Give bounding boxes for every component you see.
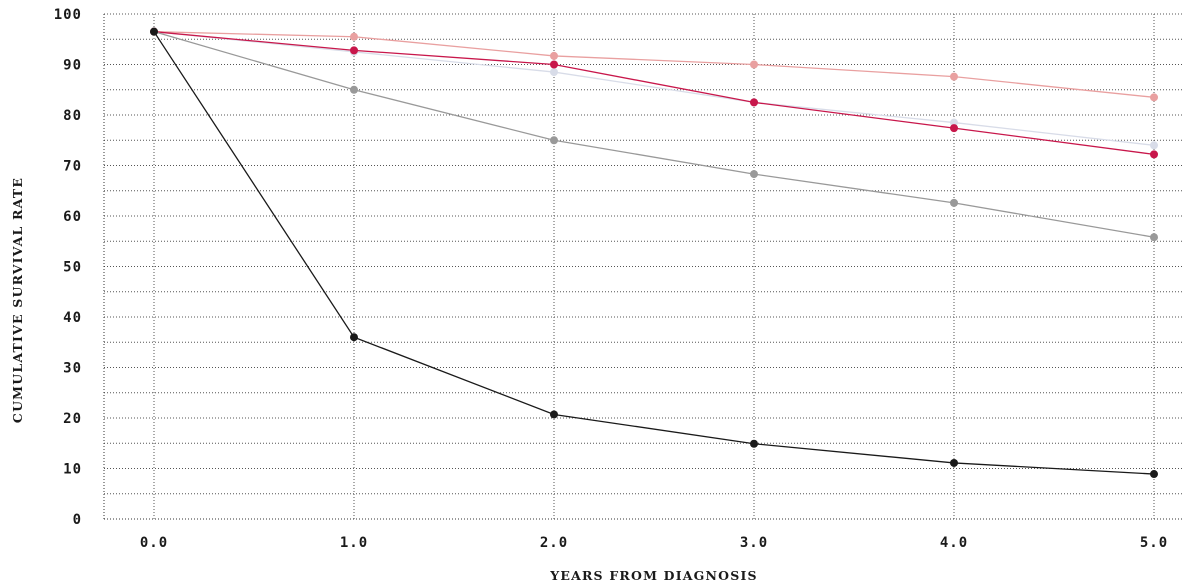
data-point (1150, 470, 1158, 479)
data-point (950, 118, 958, 127)
data-point (550, 68, 558, 77)
grid (103, 13, 1184, 520)
data-point (950, 72, 958, 81)
series-layer (150, 27, 1158, 479)
series-3 (150, 27, 1158, 159)
series-4 (150, 27, 1158, 242)
data-point (1150, 233, 1158, 242)
data-point (1150, 141, 1158, 150)
y-tick-label: 60 (63, 209, 82, 225)
x-axis-ticks: 0.0 1.0 2.0 3.0 4.0 5.0 (140, 535, 1168, 551)
series-line (153, 31, 1155, 146)
y-tick-label: 30 (63, 361, 82, 377)
x-tick-label: 1.0 (340, 535, 368, 551)
data-point (750, 98, 758, 107)
y-axis-ticks: 0 10 20 30 40 50 60 70 80 90 100 (54, 7, 82, 528)
data-point (350, 85, 358, 94)
data-point (550, 410, 558, 419)
data-point (750, 439, 758, 448)
series-5 (150, 27, 1158, 479)
x-axis-title: YEARS FROM DIAGNOSIS (549, 568, 758, 583)
y-tick-label: 70 (63, 159, 82, 175)
data-point (350, 46, 358, 55)
x-tick-label: 0.0 (140, 535, 168, 551)
data-point (350, 333, 358, 342)
y-tick-label: 0 (73, 512, 82, 528)
y-tick-label: 20 (63, 411, 82, 427)
y-tick-label: 10 (63, 462, 82, 478)
y-tick-label: 40 (63, 310, 82, 326)
x-tick-label: 2.0 (540, 535, 568, 551)
series-line (153, 31, 1155, 475)
series-line (153, 31, 1155, 98)
data-point (150, 27, 158, 36)
y-tick-label: 50 (63, 260, 82, 276)
y-tick-label: 80 (63, 108, 82, 124)
data-point (750, 170, 758, 179)
data-point (550, 60, 558, 69)
y-axis-title: CUMULATIVE SURVIVAL RATE (10, 177, 25, 423)
data-point (1150, 150, 1158, 159)
data-point (750, 60, 758, 69)
x-tick-label: 3.0 (740, 535, 768, 551)
x-tick-label: 4.0 (940, 535, 968, 551)
y-tick-label: 90 (63, 58, 82, 74)
series-line (153, 31, 1155, 238)
data-point (1150, 93, 1158, 102)
x-tick-label: 5.0 (1140, 535, 1168, 551)
data-point (950, 458, 958, 467)
data-point (550, 136, 558, 145)
y-tick-label: 100 (54, 7, 82, 23)
data-point (350, 32, 358, 41)
data-point (950, 198, 958, 207)
data-point (550, 51, 558, 60)
data-point (950, 124, 958, 133)
series-line (153, 31, 1155, 156)
